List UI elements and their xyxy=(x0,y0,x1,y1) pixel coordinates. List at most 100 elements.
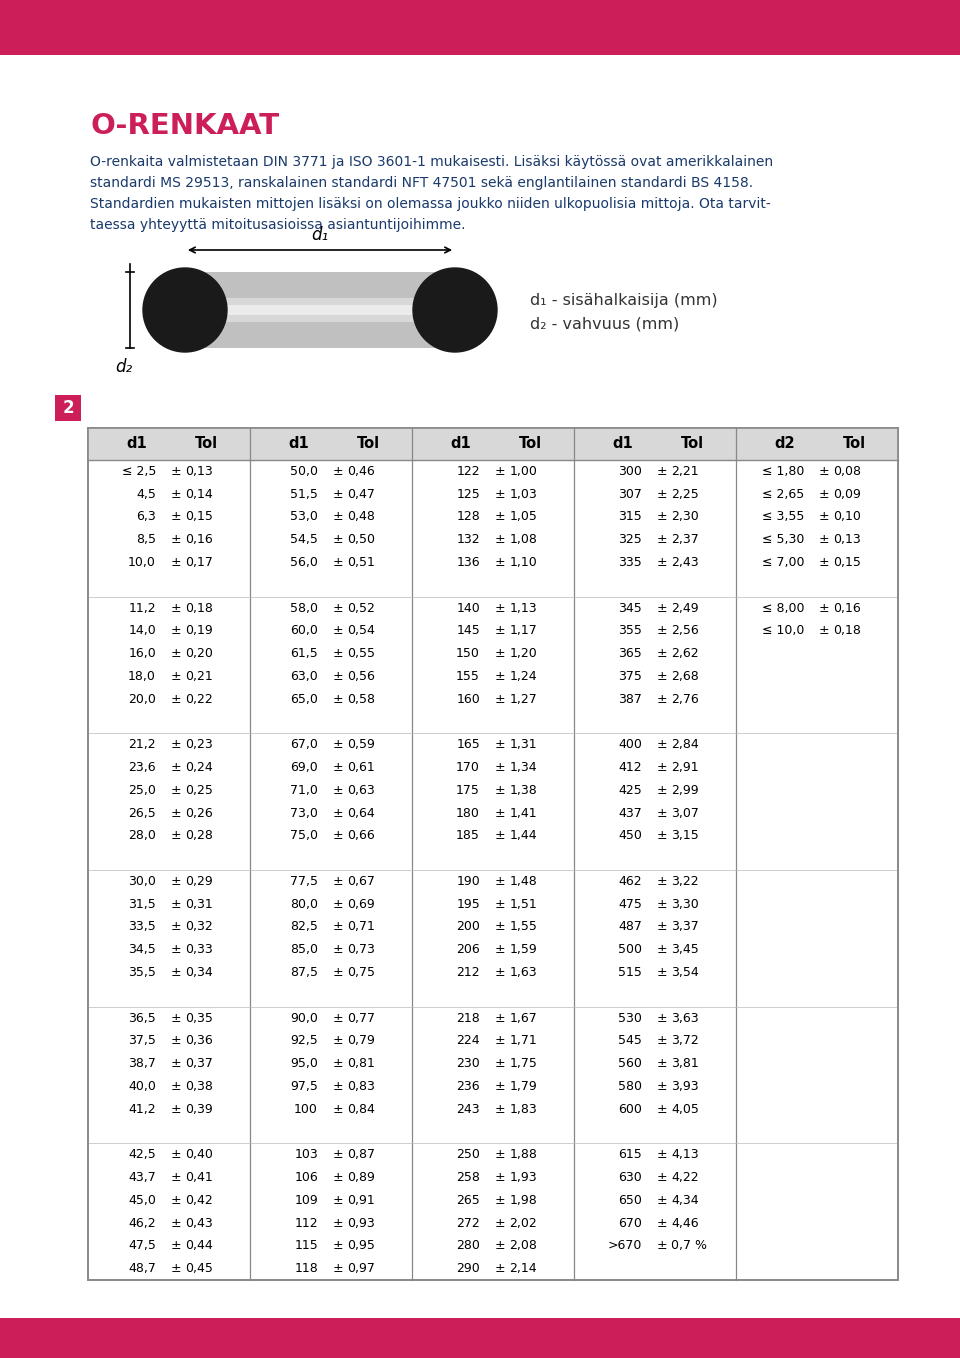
Text: 0,28: 0,28 xyxy=(185,830,213,842)
Text: ±: ± xyxy=(332,1194,343,1207)
Text: 37,5: 37,5 xyxy=(129,1035,156,1047)
Text: ±: ± xyxy=(657,1080,667,1093)
Text: ±: ± xyxy=(657,625,667,637)
Text: ±: ± xyxy=(818,555,828,569)
Text: ±: ± xyxy=(657,669,667,683)
Text: ±: ± xyxy=(170,830,180,842)
Text: 3,54: 3,54 xyxy=(671,966,699,979)
Text: 85,0: 85,0 xyxy=(290,944,318,956)
Text: 0,46: 0,46 xyxy=(348,464,375,478)
Text: 307: 307 xyxy=(618,488,642,501)
Text: 16,0: 16,0 xyxy=(129,648,156,660)
Text: Tol: Tol xyxy=(843,436,866,451)
Text: 23,6: 23,6 xyxy=(129,760,156,774)
Text: 90,0: 90,0 xyxy=(290,1012,318,1024)
Text: 160: 160 xyxy=(456,693,480,706)
Text: O-renkaita valmistetaan DIN 3771 ja ISO 3601-1 mukaisesti. Lisäksi käytössä ovat: O-renkaita valmistetaan DIN 3771 ja ISO … xyxy=(90,155,773,168)
Text: ±: ± xyxy=(494,648,505,660)
Text: ±: ± xyxy=(170,1262,180,1275)
Text: 1,31: 1,31 xyxy=(509,739,537,751)
Text: 0,40: 0,40 xyxy=(185,1149,213,1161)
Text: 236: 236 xyxy=(456,1080,480,1093)
Text: ±: ± xyxy=(170,693,180,706)
Text: 0,77: 0,77 xyxy=(348,1012,375,1024)
Text: ±: ± xyxy=(494,1240,505,1252)
Text: ±: ± xyxy=(494,1103,505,1116)
Text: 136: 136 xyxy=(456,555,480,569)
Text: 38,7: 38,7 xyxy=(129,1057,156,1070)
Text: 0,71: 0,71 xyxy=(348,921,375,933)
Text: 54,5: 54,5 xyxy=(290,534,318,546)
Text: 0,75: 0,75 xyxy=(348,966,375,979)
Bar xyxy=(185,297,455,322)
Text: d₂: d₂ xyxy=(115,359,132,376)
Text: 4,46: 4,46 xyxy=(671,1217,699,1229)
Text: 315: 315 xyxy=(618,511,642,523)
Text: ±: ± xyxy=(332,921,343,933)
Text: ±: ± xyxy=(170,807,180,820)
Text: 2,37: 2,37 xyxy=(671,534,699,546)
Text: 112: 112 xyxy=(295,1217,318,1229)
Text: 0,58: 0,58 xyxy=(348,693,375,706)
Text: 40,0: 40,0 xyxy=(129,1080,156,1093)
Text: 515: 515 xyxy=(618,966,642,979)
Text: ±: ± xyxy=(170,1171,180,1184)
Text: 0,64: 0,64 xyxy=(348,807,375,820)
Text: ±: ± xyxy=(332,739,343,751)
Text: 80,0: 80,0 xyxy=(290,898,318,911)
Circle shape xyxy=(413,268,497,352)
Text: 0,38: 0,38 xyxy=(185,1080,213,1093)
Bar xyxy=(0,0,960,56)
Text: 61,5: 61,5 xyxy=(290,648,318,660)
Text: 0,56: 0,56 xyxy=(348,669,375,683)
Text: 48,7: 48,7 xyxy=(129,1262,156,1275)
Text: Standardien mukaisten mittojen lisäksi on olemassa joukko niiden ulkopuolisia mi: Standardien mukaisten mittojen lisäksi o… xyxy=(90,197,771,210)
Text: ±: ± xyxy=(494,1194,505,1207)
Text: 65,0: 65,0 xyxy=(290,693,318,706)
Text: 300: 300 xyxy=(618,464,642,478)
Text: ±: ± xyxy=(657,921,667,933)
Text: 487: 487 xyxy=(618,921,642,933)
Text: ±: ± xyxy=(332,669,343,683)
Text: 1,79: 1,79 xyxy=(509,1080,537,1093)
Text: 1,27: 1,27 xyxy=(509,693,537,706)
Text: ±: ± xyxy=(818,511,828,523)
Text: 77,5: 77,5 xyxy=(290,875,318,888)
Text: 0,13: 0,13 xyxy=(833,534,861,546)
Text: 0,10: 0,10 xyxy=(833,511,861,523)
Text: ±: ± xyxy=(657,1103,667,1116)
Text: 0,61: 0,61 xyxy=(348,760,375,774)
Text: 3,30: 3,30 xyxy=(671,898,699,911)
Text: ±: ± xyxy=(332,830,343,842)
Text: 462: 462 xyxy=(618,875,642,888)
Text: ±: ± xyxy=(170,760,180,774)
Text: ±: ± xyxy=(332,1217,343,1229)
Text: 46,2: 46,2 xyxy=(129,1217,156,1229)
Text: 290: 290 xyxy=(456,1262,480,1275)
Text: ±: ± xyxy=(657,534,667,546)
Text: 0,87: 0,87 xyxy=(348,1149,375,1161)
Text: ±: ± xyxy=(494,693,505,706)
Text: 36,5: 36,5 xyxy=(129,1012,156,1024)
Text: 2,30: 2,30 xyxy=(671,511,699,523)
Text: ≤ 8,00: ≤ 8,00 xyxy=(761,602,804,615)
Text: 0,43: 0,43 xyxy=(185,1217,213,1229)
Text: 0,29: 0,29 xyxy=(185,875,213,888)
Text: 150: 150 xyxy=(456,648,480,660)
Text: ±: ± xyxy=(494,1171,505,1184)
Text: ±: ± xyxy=(494,739,505,751)
Text: 265: 265 xyxy=(456,1194,480,1207)
Text: 425: 425 xyxy=(618,784,642,797)
Text: ±: ± xyxy=(657,555,667,569)
Text: 26,5: 26,5 xyxy=(129,807,156,820)
Text: ±: ± xyxy=(332,1240,343,1252)
Text: 125: 125 xyxy=(456,488,480,501)
Text: ±: ± xyxy=(494,1262,505,1275)
Text: 0,16: 0,16 xyxy=(833,602,861,615)
Text: 31,5: 31,5 xyxy=(129,898,156,911)
Text: 14,0: 14,0 xyxy=(129,625,156,637)
Text: d₂ - vahvuus (mm): d₂ - vahvuus (mm) xyxy=(530,316,680,331)
Text: 71,0: 71,0 xyxy=(290,784,318,797)
Text: ≤ 2,65: ≤ 2,65 xyxy=(762,488,804,501)
Bar xyxy=(0,1319,960,1358)
